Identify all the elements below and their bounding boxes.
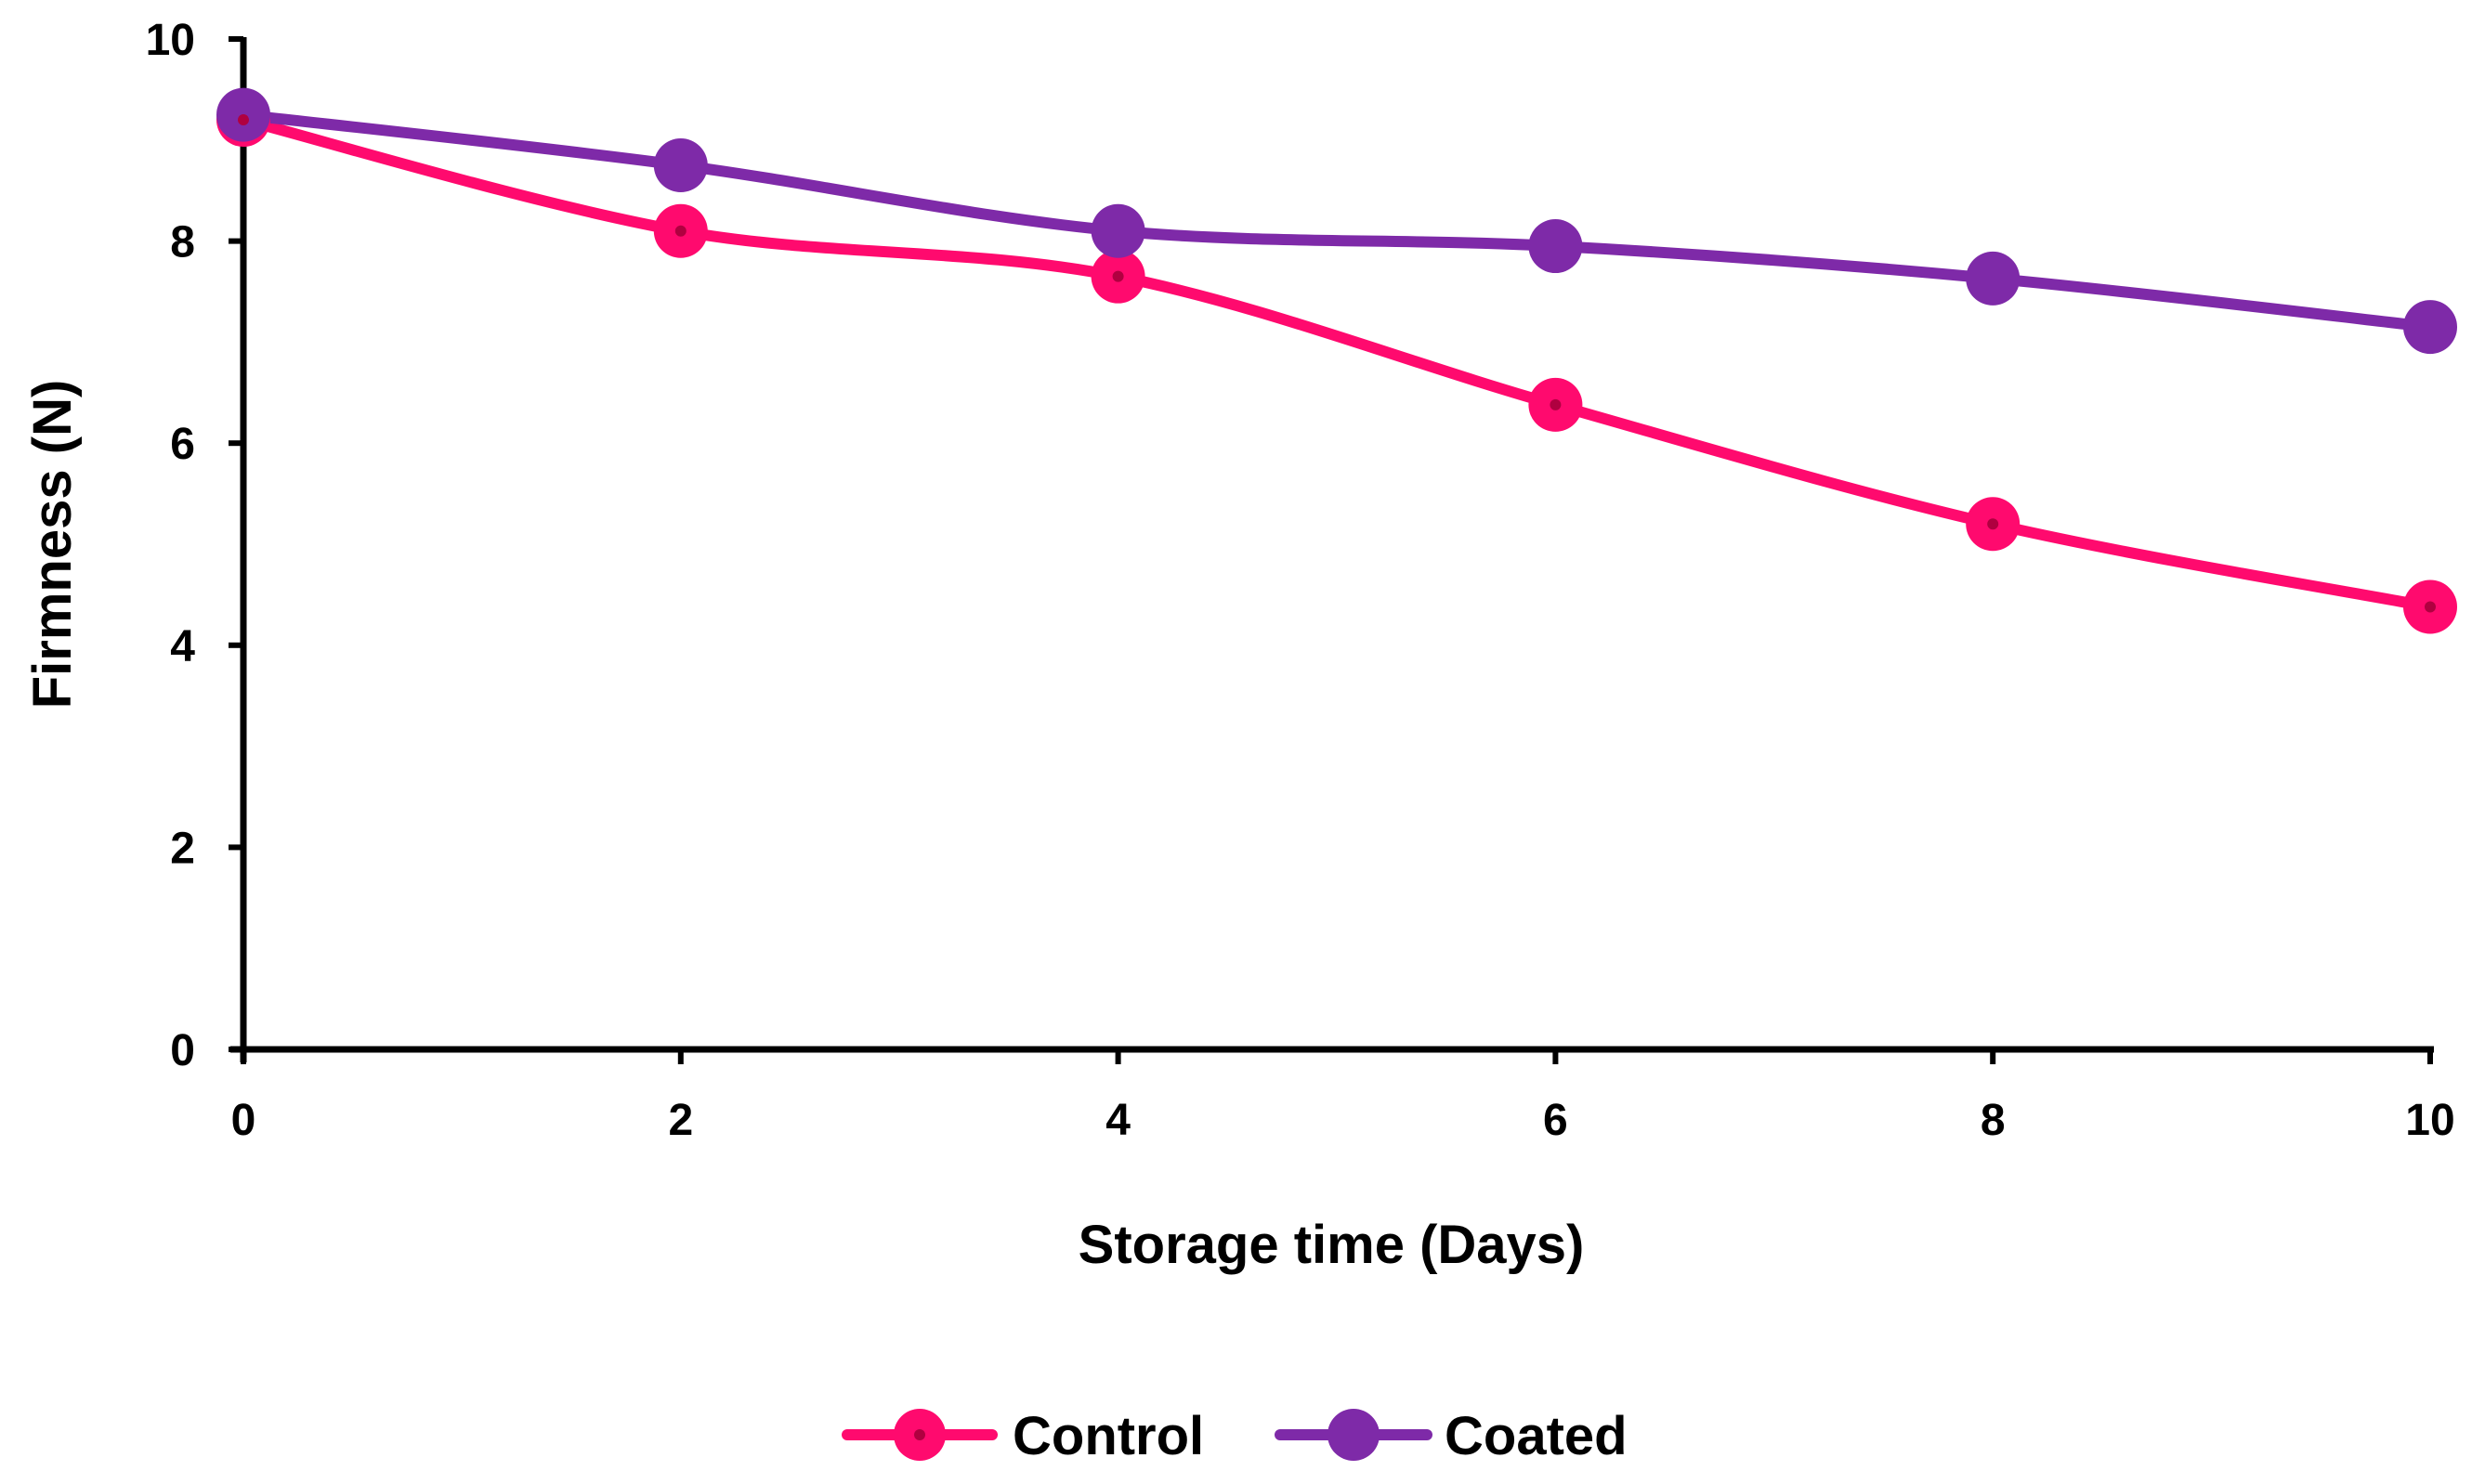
data-point-coated	[1091, 203, 1145, 258]
data-point-center-dot	[674, 225, 687, 237]
y-axis-title: Firmness (N)	[22, 380, 83, 709]
series-line-control	[238, 114, 2436, 613]
x-tick-label: 0	[231, 1096, 256, 1145]
legend-marker-center-dot	[914, 1429, 925, 1440]
y-tick-label: 6	[170, 420, 195, 469]
y-tick-label: 10	[146, 16, 195, 65]
x-tick-label: 10	[2405, 1096, 2454, 1145]
y-tick-label: 0	[170, 1026, 195, 1075]
y-tick-label: 8	[170, 218, 195, 267]
data-point-center-dot	[1550, 398, 1562, 410]
x-tick-label: 4	[1105, 1096, 1131, 1145]
x-axis-title: Storage time (Days)	[1079, 1215, 1585, 1275]
x-tick-label: 6	[1543, 1096, 1568, 1145]
x-tick-label: 8	[1981, 1096, 2006, 1145]
axes	[230, 37, 2434, 1062]
y-tick-label: 2	[170, 824, 195, 873]
data-point-coated	[653, 138, 708, 192]
series-lines	[238, 109, 2436, 613]
data-point-center-dot	[238, 114, 249, 126]
data-point-coated	[1528, 219, 1583, 274]
axis-ticks: 0 2 4 6 8 10 0 2 4 6 8 10	[146, 16, 2455, 1145]
legend-label-control: Control	[1013, 1406, 1204, 1466]
data-point-center-dot	[2425, 601, 2436, 613]
legend-label-coated: Coated	[1445, 1406, 1628, 1466]
legend: Control Coated	[842, 1406, 1628, 1466]
legend-marker-coated	[1328, 1409, 1380, 1461]
series-line-coated	[238, 109, 2436, 333]
y-tick-label: 4	[170, 622, 195, 671]
data-point-center-dot	[1987, 518, 1999, 530]
data-point-coated	[2403, 300, 2457, 355]
data-point-coated	[1966, 251, 2021, 306]
data-point-center-dot	[1112, 270, 1124, 282]
x-tick-label: 2	[668, 1096, 693, 1145]
series-markers	[216, 87, 2457, 634]
